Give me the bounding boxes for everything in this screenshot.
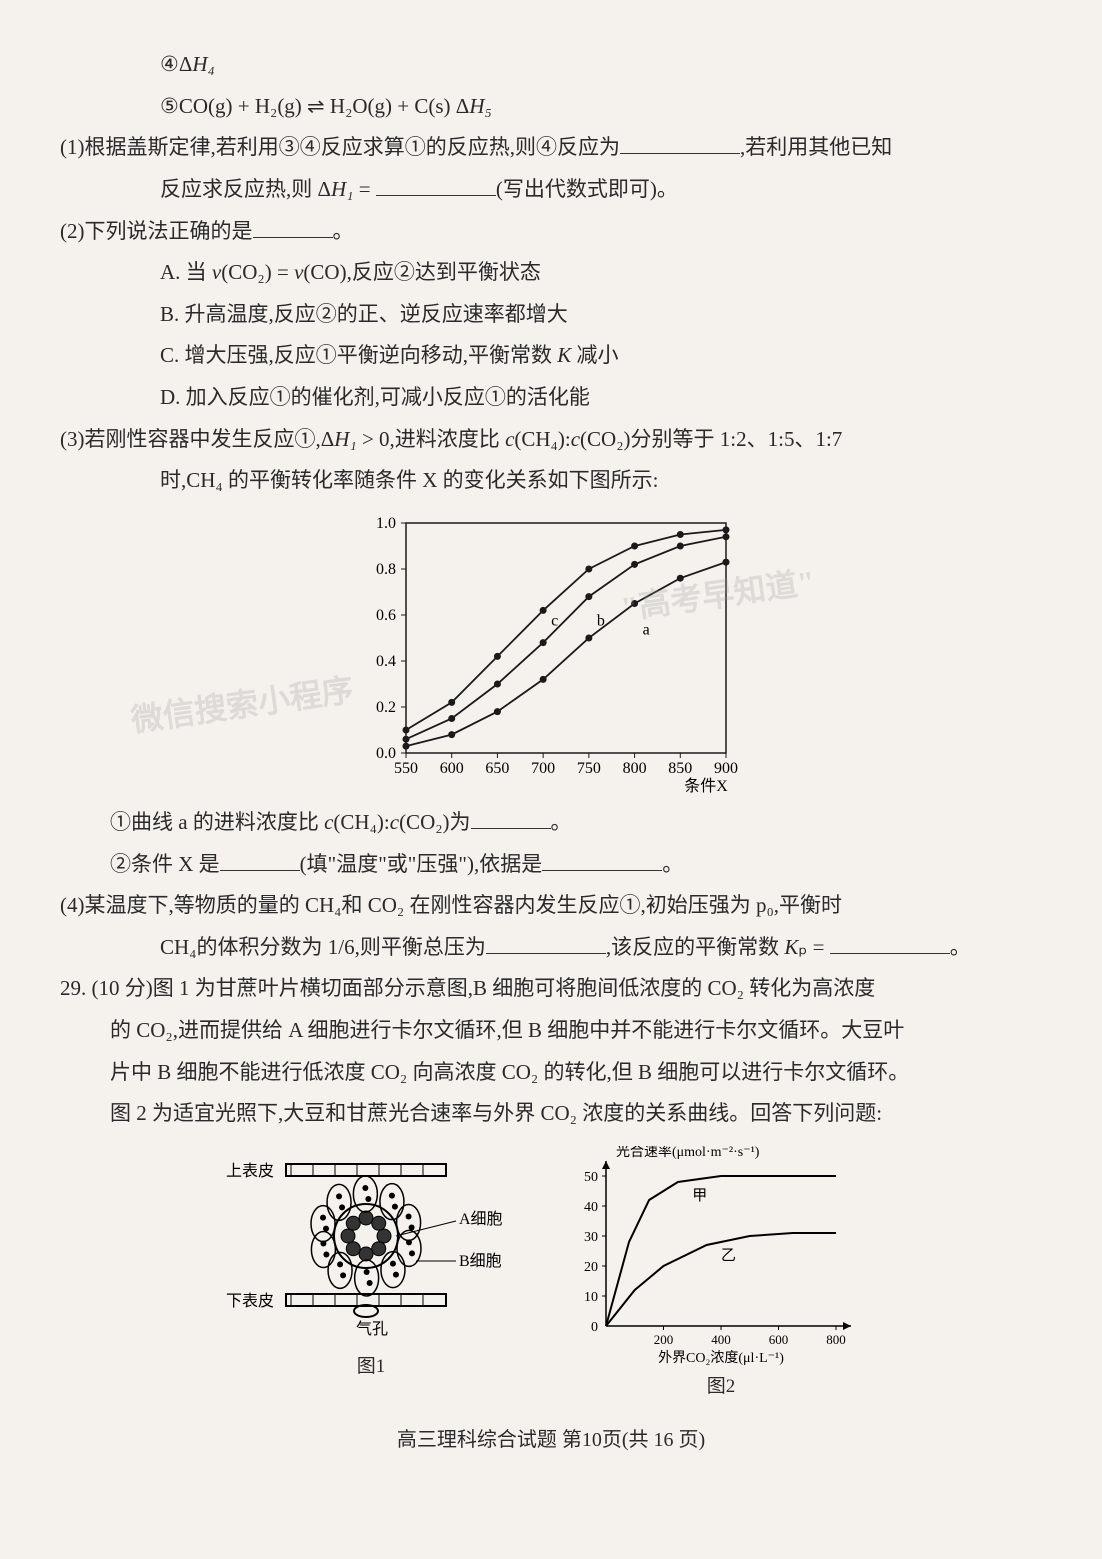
- q1-a: (1)根据盖斯定律,若利用③④反应求算①的反应热,则④反应为: [60, 135, 620, 159]
- item5-var: H₅: [469, 94, 491, 118]
- svg-text:上表皮: 上表皮: [226, 1162, 274, 1180]
- svg-text:0.0: 0.0: [376, 745, 396, 762]
- svg-text:0.4: 0.4: [376, 653, 396, 670]
- item5-text: ⑤CO(g) + H₂(g) ⇌ H₂O(g) + C(s) Δ: [160, 94, 469, 118]
- chart-q3: 0.0 0.2 0.4 0.6 0.8 1.0 550 600 650 700 750 800 850 9…: [351, 508, 751, 798]
- figure-2: 光合速率(μmol·m⁻²·s⁻¹) 10 20 30 40 50 0 200 400 600 80…: [561, 1146, 881, 1398]
- fig1-caption: 图1: [357, 1351, 386, 1378]
- svg-text:1.0: 1.0: [376, 515, 396, 532]
- q3-sub2: ②条件 X 是(填"温度"或"压强"),依据是。: [60, 848, 1042, 882]
- svg-text:30: 30: [584, 1230, 598, 1245]
- svg-text:0.6: 0.6: [376, 607, 396, 624]
- svg-text:40: 40: [584, 1200, 598, 1215]
- svg-text:20: 20: [584, 1260, 598, 1275]
- svg-text:600: 600: [440, 760, 464, 777]
- svg-text:c: c: [551, 612, 558, 629]
- svg-text:0.8: 0.8: [376, 561, 396, 578]
- q2-optC: C. 增大压强,反应①平衡逆向移动,平衡常数 K 减小: [60, 339, 1042, 373]
- q1-line2: 反应求反应热,则 ΔH₁ = (写出代数式即可)。: [60, 173, 1042, 207]
- svg-text:800: 800: [826, 1332, 846, 1347]
- svg-text:0.2: 0.2: [376, 699, 396, 716]
- q29-line3: 片中 B 细胞不能进行低浓度 CO₂ 向高浓度 CO₂ 的转化,但 B 细胞可以…: [60, 1056, 1042, 1090]
- q2-blank: [253, 215, 333, 238]
- svg-text:A细胞: A细胞: [459, 1210, 503, 1228]
- q2-stem: (2)下列说法正确的是 。: [60, 215, 1042, 249]
- item-5: ⑤CO(g) + H₂(g) ⇌ H₂O(g) + C(s) ΔH₅: [60, 90, 1042, 124]
- q2-stem-text: (2)下列说法正确的是: [60, 219, 253, 243]
- q29-line1: 29. (10 分)图 1 为甘蔗叶片横切面部分示意图,B 细胞可将胞间低浓度的…: [60, 972, 1042, 1006]
- item-4: ④ΔH₄: [60, 48, 1042, 82]
- q3-stem1: (3)若刚性容器中发生反应①,ΔH₁ > 0,进料浓度比 c(CH₄):c(CO…: [60, 423, 1042, 457]
- item4-text: ④Δ: [160, 52, 192, 76]
- q4-blank1: [486, 931, 606, 954]
- svg-text:550: 550: [394, 760, 418, 777]
- diagrams-row: 上表皮下表皮气孔 A细胞 B细胞 图1 光合速率(μmol·m⁻²·s⁻¹) 10 20…: [60, 1146, 1042, 1398]
- svg-text:外界CO₂浓度(μl·L⁻¹): 外界CO₂浓度(μl·L⁻¹): [658, 1350, 784, 1366]
- q1-cvar: H₁: [331, 177, 353, 201]
- svg-text:0: 0: [591, 1320, 598, 1335]
- fig2-caption: 图2: [707, 1371, 736, 1398]
- q3-sub2-blank2: [542, 848, 662, 871]
- q1-d: =: [353, 177, 375, 201]
- svg-text:气孔: 气孔: [356, 1320, 388, 1338]
- q2-optB: B. 升高温度,反应②的正、逆反应速率都增大: [60, 298, 1042, 332]
- page-footer: 高三理科综合试题 第10页(共 16 页): [60, 1423, 1042, 1452]
- q2-optA: A. 当 v(CO₂) = v(CO),反应②达到平衡状态: [60, 256, 1042, 290]
- svg-text:600: 600: [769, 1332, 789, 1347]
- svg-text:800: 800: [623, 760, 647, 777]
- q1-blank1: [620, 131, 740, 154]
- q1-c: 反应求反应热,则 Δ: [160, 177, 331, 201]
- svg-text:200: 200: [654, 1332, 674, 1347]
- svg-text:900: 900: [714, 760, 738, 777]
- figure-1: 上表皮下表皮气孔 A细胞 B细胞 图1: [221, 1146, 521, 1398]
- fig2-svg: 光合速率(μmol·m⁻²·s⁻¹) 10 20 30 40 50 0 200 400 600 80…: [561, 1146, 881, 1366]
- q29-line2: 的 CO₂,进而提供给 A 细胞进行卡尔文循环,但 B 细胞中并不能进行卡尔文循…: [60, 1014, 1042, 1048]
- q4-line1: (4)某温度下,等物质的量的 CH₄和 CO₂ 在刚性容器内发生反应①,初始压强…: [60, 889, 1042, 923]
- watermark-2: 微信搜索小程序: [128, 665, 356, 742]
- item4-var: H₄: [192, 52, 214, 76]
- svg-text:乙: 乙: [721, 1248, 736, 1264]
- svg-text:条件X: 条件X: [684, 777, 728, 795]
- svg-text:10: 10: [584, 1290, 598, 1305]
- q4-blank2: [830, 931, 950, 954]
- chart-svg: 0.0 0.2 0.4 0.6 0.8 1.0 550 600 650 700 750 800 850 9…: [351, 508, 751, 798]
- q2-end: 。: [333, 219, 354, 243]
- q4-line2: CH₄的体积分数为 1/6,则平衡总压为,该反应的平衡常数 Kₚ = 。: [60, 931, 1042, 965]
- fig1-svg: 上表皮下表皮气孔 A细胞 B细胞: [221, 1146, 521, 1346]
- svg-text:a: a: [643, 621, 650, 638]
- q29-line4: 图 2 为适宜光照下,大豆和甘蔗光合速率与外界 CO₂ 浓度的关系曲线。回答下列…: [60, 1097, 1042, 1131]
- svg-text:850: 850: [668, 760, 692, 777]
- q1-b: ,若利用其他已知: [740, 135, 892, 159]
- svg-text:750: 750: [577, 760, 601, 777]
- svg-text:下表皮: 下表皮: [226, 1292, 274, 1310]
- q3-sub1: ①曲线 a 的进料浓度比 c(CH₄):c(CO₂)为。: [60, 806, 1042, 840]
- svg-text:B细胞: B细胞: [459, 1252, 502, 1270]
- svg-text:光合速率(μmol·m⁻²·s⁻¹): 光合速率(μmol·m⁻²·s⁻¹): [616, 1146, 760, 1160]
- q3-sub1-blank: [471, 806, 551, 829]
- svg-text:400: 400: [711, 1332, 731, 1347]
- q1-blank2: [376, 173, 496, 196]
- q3-stem2: 时,CH₄ 的平衡转化率随条件 X 的变化关系如下图所示:: [60, 464, 1042, 498]
- q1-line1: (1)根据盖斯定律,若利用③④反应求算①的反应热,则④反应为 ,若利用其他已知: [60, 131, 1042, 165]
- svg-text:50: 50: [584, 1170, 598, 1185]
- q1-e: (写出代数式即可)。: [496, 177, 678, 201]
- q3-sub2-blank1: [220, 848, 300, 871]
- svg-text:700: 700: [531, 760, 555, 777]
- q2-optD: D. 加入反应①的催化剂,可减小反应①的活化能: [60, 381, 1042, 415]
- svg-text:甲: 甲: [692, 1188, 707, 1204]
- svg-text:650: 650: [485, 760, 509, 777]
